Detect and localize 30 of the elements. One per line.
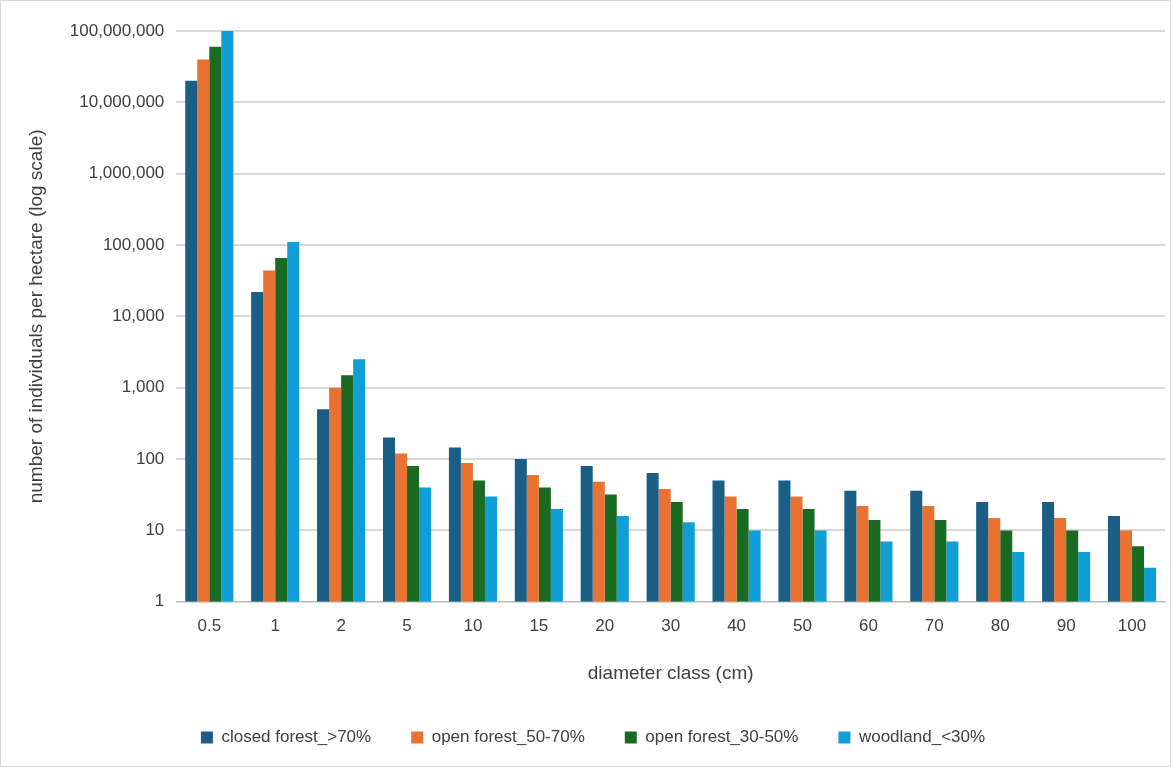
x-tick-label: 2 — [336, 615, 346, 635]
x-tick-label: 40 — [727, 615, 747, 635]
x-tick-label: 80 — [990, 615, 1010, 635]
x-tick-label: 5 — [402, 615, 412, 635]
legend-label: woodland_<30% — [857, 727, 986, 747]
y-tick-label: 100,000 — [102, 234, 165, 254]
y-tick-label: 100 — [135, 448, 165, 468]
legend-label: closed forest_>70% — [221, 727, 372, 747]
x-tick-label: 30 — [661, 615, 681, 635]
y-tick-label: 10 — [145, 520, 165, 540]
x-tick-label: 90 — [1056, 615, 1076, 635]
y-tick-label: 10,000,000 — [79, 92, 165, 112]
x-tick-label: 70 — [924, 615, 944, 635]
x-tick-label: 0.5 — [197, 615, 222, 635]
x-tick-label: 20 — [595, 615, 615, 635]
y-tick-label: 1 — [154, 591, 165, 611]
y-axis-title: number of individuals per hectare (log scale) — [24, 129, 46, 504]
x-tick-label: 10 — [463, 615, 483, 635]
legend-label: open forest_30-50% — [645, 727, 799, 747]
x-tick-label: 1 — [270, 615, 280, 635]
x-tick-label: 60 — [858, 615, 878, 635]
x-tick-label: 15 — [529, 615, 549, 635]
y-tick-label: 1,000,000 — [88, 163, 165, 183]
y-tick-label: 1,000 — [121, 377, 165, 397]
y-tick-label: 100,000,000 — [69, 20, 165, 40]
x-tick-label: 100 — [1117, 615, 1147, 635]
x-axis-title: diameter class (cm) — [587, 661, 754, 683]
y-tick-label: 10,000 — [112, 306, 165, 326]
x-tick-label: 50 — [793, 615, 812, 635]
legend-label: open forest_50-70% — [431, 727, 585, 747]
